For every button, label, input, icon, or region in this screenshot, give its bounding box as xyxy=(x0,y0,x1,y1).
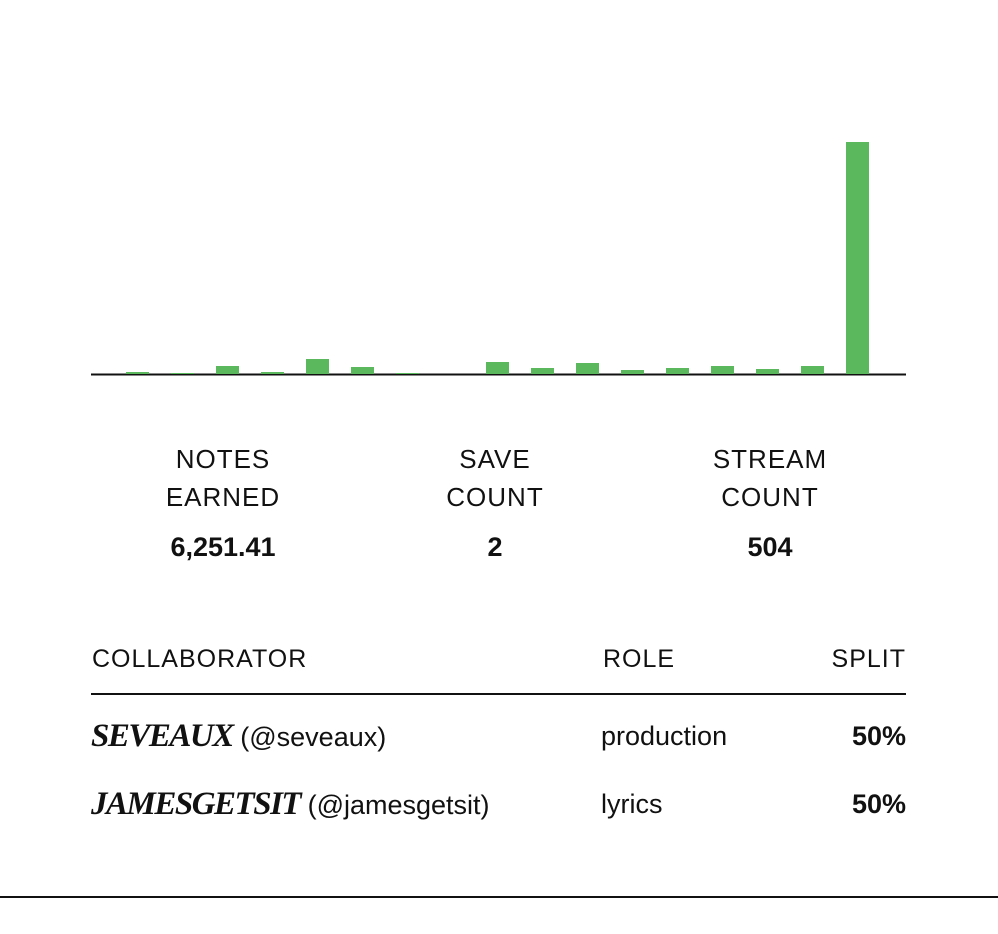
bar xyxy=(486,362,509,374)
footer-rule xyxy=(0,896,998,898)
bar xyxy=(756,369,779,374)
bar xyxy=(216,366,239,374)
bar xyxy=(171,373,194,374)
column-header: SPLIT xyxy=(831,645,906,673)
role: production xyxy=(601,721,728,751)
header-rule xyxy=(91,693,906,695)
stat-value: 6,251.41 xyxy=(170,532,276,562)
column-header: COLLABORATOR xyxy=(92,645,308,673)
split: 50% xyxy=(851,789,906,819)
chart xyxy=(91,142,906,376)
bar xyxy=(711,366,734,374)
bar xyxy=(531,368,554,374)
collaborator-name[interactable]: SEVEAUX xyxy=(91,718,234,754)
bar xyxy=(666,368,689,374)
table-row: SEVEAUX (@seveaux) production 50% xyxy=(91,718,906,768)
bar xyxy=(576,363,599,374)
table-row: JAMESGETSIT (@jamesgetsit) lyrics 50% xyxy=(91,786,906,836)
bar xyxy=(126,372,149,374)
split: 50% xyxy=(851,721,906,751)
bar xyxy=(846,142,869,374)
stat-value: 504 xyxy=(747,532,793,562)
bar xyxy=(801,366,824,374)
stat: STREAM COUNT 504 xyxy=(660,440,880,563)
bar xyxy=(261,372,284,374)
bar xyxy=(306,359,329,374)
bar xyxy=(351,367,374,374)
stat-label: STREAM COUNT xyxy=(712,444,828,512)
bar xyxy=(621,370,644,374)
stat-value: 2 xyxy=(487,532,503,562)
stat: SAVE COUNT 2 xyxy=(385,440,605,563)
collaborator-name[interactable]: JAMESGETSIT xyxy=(91,786,302,822)
stat-label: SAVE COUNT xyxy=(446,444,544,512)
column-header: ROLE xyxy=(603,645,676,673)
stat-label: NOTES EARNED xyxy=(165,444,281,512)
bar xyxy=(396,373,419,374)
stat: NOTES EARNED 6,251.41 xyxy=(113,440,333,563)
role: lyrics xyxy=(601,789,663,819)
collaborator-handle: (@jamesgetsit) xyxy=(307,790,490,820)
collaborator-handle: (@seveaux) xyxy=(240,722,387,752)
